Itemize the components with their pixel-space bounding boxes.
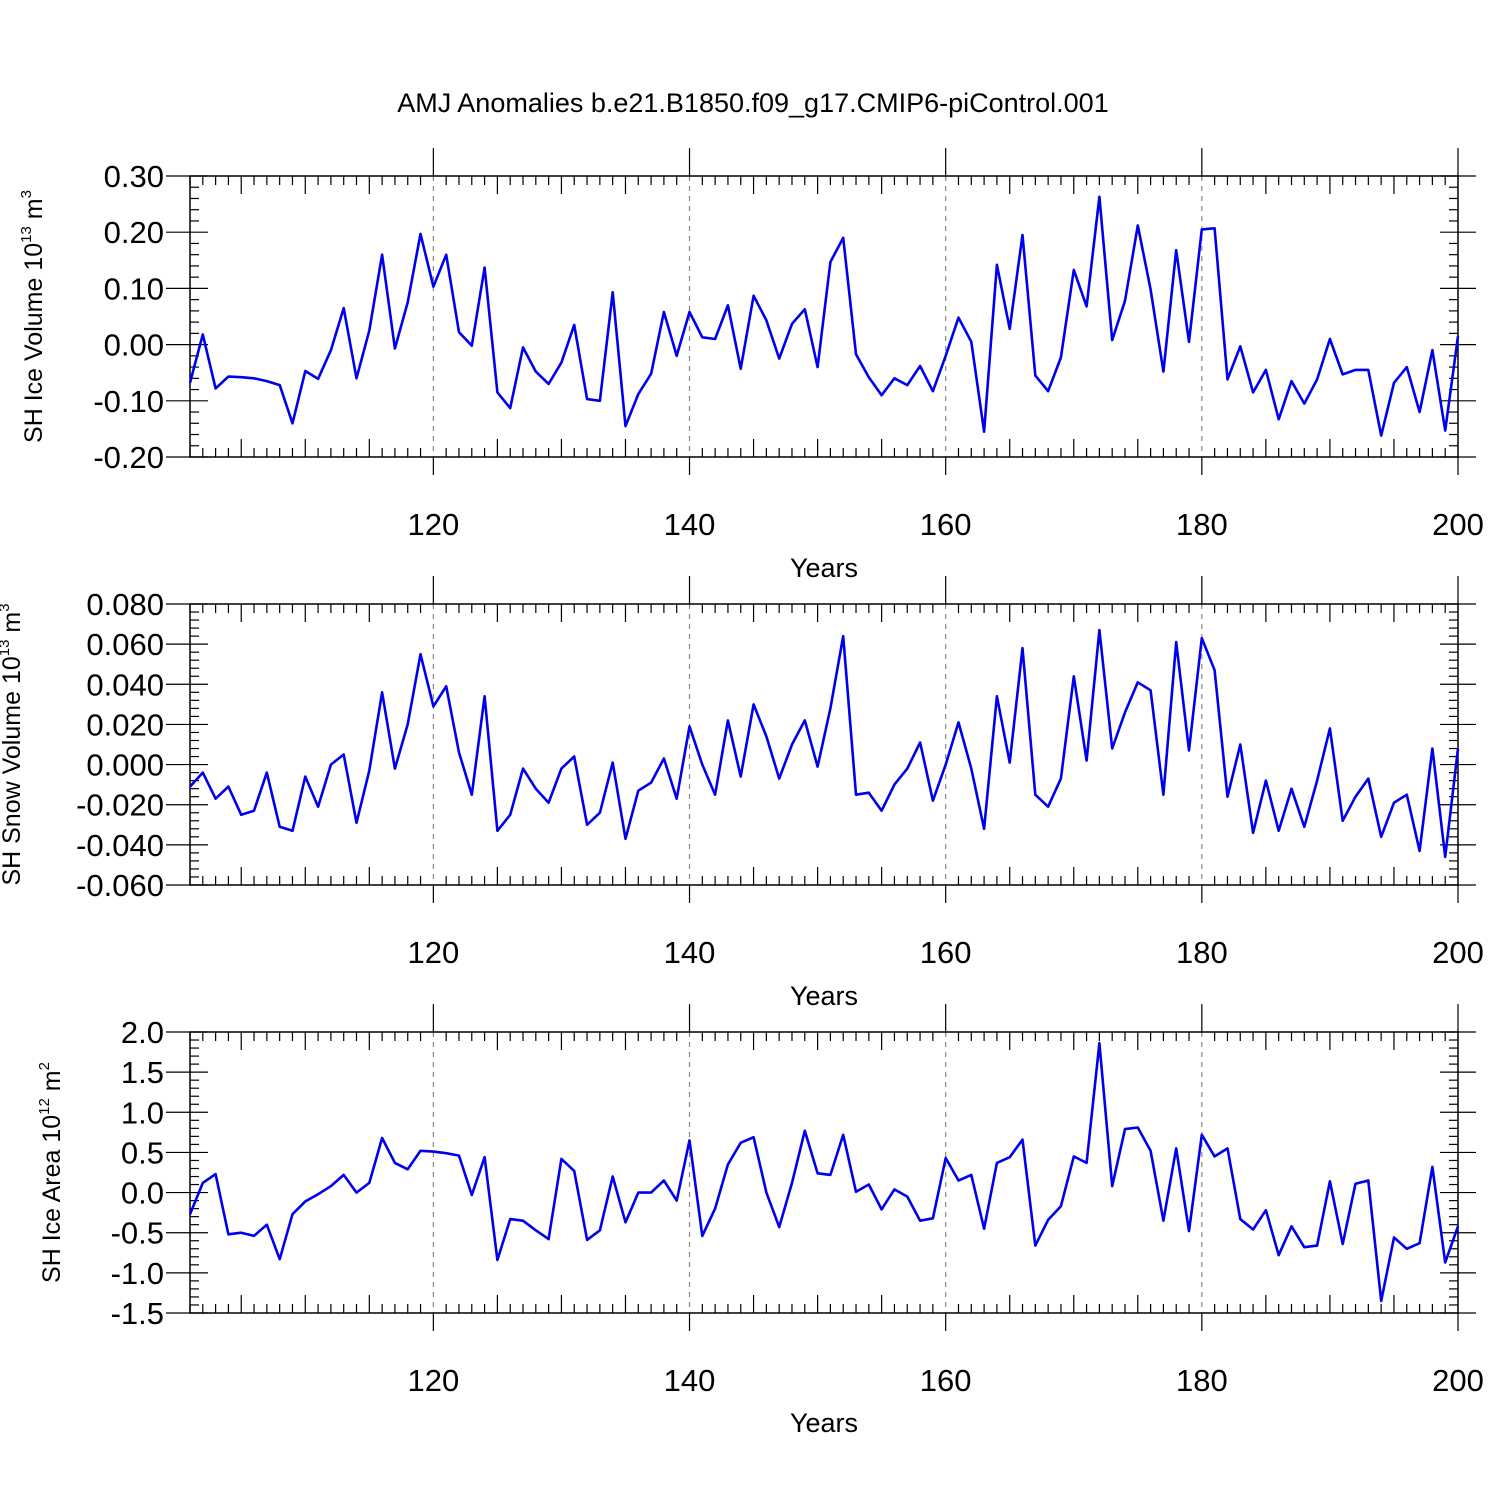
y-tick-label: -0.060 <box>76 868 164 903</box>
y-tick-label: 0.00 <box>104 328 164 363</box>
x-tick-label: 120 <box>407 1363 459 1398</box>
y-tick-label: -1.0 <box>111 1256 164 1291</box>
y-axis-label: SH Ice Area 1012 m2 <box>36 1062 66 1283</box>
x-tick-label: 120 <box>407 507 459 542</box>
y-tick-label: 0.060 <box>86 627 164 662</box>
y-axis-label-main: SH Ice Volume 10 <box>20 243 48 443</box>
y-axis-label-unit-exponent: 2 <box>36 1062 53 1070</box>
plot-frame <box>189 1031 1459 1314</box>
x-tick-label: 200 <box>1432 507 1484 542</box>
chart-title: AMJ Anomalies b.e21.B1850.f09_g17.CMIP6-… <box>397 88 1108 118</box>
y-tick-label: 0.5 <box>121 1135 164 1170</box>
x-tick-label: 120 <box>407 935 459 970</box>
x-axis-label: Years <box>790 553 858 583</box>
y-tick-label: 1.5 <box>121 1055 164 1090</box>
y-axis-label-unit: m <box>0 612 26 640</box>
y-tick-label: -1.5 <box>111 1296 164 1331</box>
panel-ice-volume: 120 140 160 180 200 -0.20 -0.10 0.00 0.10 0.20 0.3… <box>18 148 1484 583</box>
x-tick-label: 200 <box>1432 935 1484 970</box>
y-axis-label-exponent: 13 <box>0 640 13 657</box>
y-tick-label: 0.080 <box>86 587 164 622</box>
x-tick-label: 200 <box>1432 1363 1484 1398</box>
panel-ice-area: 120 140 160 180 200 -1.5 -1.0 -0.5 0.0 0.5 1.0 1.5 2… <box>36 1004 1484 1438</box>
y-tick-label: -0.020 <box>76 788 164 823</box>
y-axis-label-unit: m <box>38 1070 66 1098</box>
y-axis-label: SH Ice Volume 1013 m3 <box>18 190 48 443</box>
y-tick-label: 0.10 <box>104 271 164 306</box>
y-tick-label: 0.20 <box>104 215 164 250</box>
y-tick-label: 1.0 <box>121 1095 164 1130</box>
panel-snow-volume: 120 140 160 180 200 -0.060 -0.040 -0.020 0.000 0.… <box>0 576 1484 1011</box>
y-tick-label: 2.0 <box>121 1015 164 1050</box>
y-axis-label-exponent: 12 <box>36 1098 53 1115</box>
series-line-ice-volume <box>188 195 1460 437</box>
x-tick-label: 180 <box>1176 507 1228 542</box>
y-tick-label: 0.30 <box>104 159 164 194</box>
y-axis-label: SH Snow Volume 1013 m3 <box>0 603 26 885</box>
y-axis-label-unit: m <box>20 198 48 226</box>
y-tick-label: 0.0 <box>121 1176 164 1211</box>
y-axis-label-unit-exponent: 3 <box>18 190 35 198</box>
y-tick-label: -0.040 <box>76 828 164 863</box>
plot-frame <box>189 603 1459 886</box>
x-tick-label: 140 <box>664 935 716 970</box>
y-axis-label-unit-exponent: 3 <box>0 603 13 611</box>
y-tick-label: 0.040 <box>86 667 164 702</box>
y-axis-label-exponent: 13 <box>18 226 35 243</box>
x-tick-label: 180 <box>1176 935 1228 970</box>
plot-frame <box>189 175 1459 458</box>
y-tick-label: 0.020 <box>86 707 164 742</box>
x-tick-label: 140 <box>664 507 716 542</box>
y-axis-label-main: SH Snow Volume 10 <box>0 656 26 885</box>
x-tick-label: 160 <box>920 1363 972 1398</box>
y-tick-label: -0.10 <box>93 384 164 419</box>
y-tick-label: -0.20 <box>93 440 164 475</box>
y-tick-label: -0.5 <box>111 1216 164 1251</box>
x-tick-label: 160 <box>920 507 972 542</box>
x-axis-label: Years <box>790 981 858 1011</box>
x-tick-label: 160 <box>920 935 972 970</box>
x-tick-label: 180 <box>1176 1363 1228 1398</box>
x-axis-label: Years <box>790 1408 858 1438</box>
series-line-snow-volume <box>189 628 1460 859</box>
series-line-ice-area <box>188 1041 1460 1303</box>
y-tick-label: 0.000 <box>86 748 164 783</box>
x-tick-label: 140 <box>664 1363 716 1398</box>
y-axis-label-main: SH Ice Area 10 <box>38 1115 66 1283</box>
